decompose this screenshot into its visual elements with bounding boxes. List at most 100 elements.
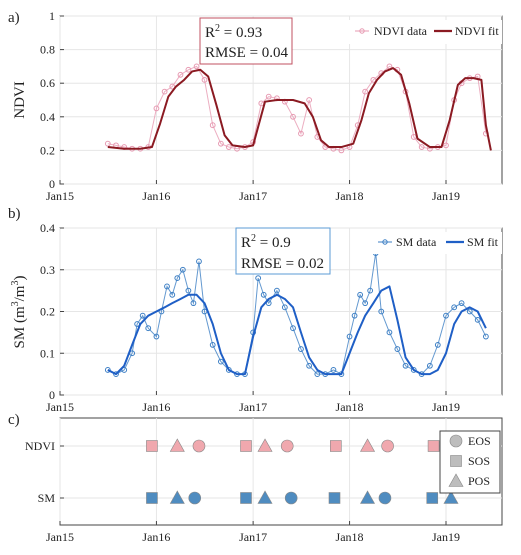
ndvi-square-marker [427,440,440,452]
y-tick-label: 1 [49,9,55,23]
ndvi-r2-sup: 2 [215,23,220,34]
phenology-panel: Jan15 Jan16 Jan17 Jan18 Jan19 NDVI SM EOS SOS PO… [25,417,503,544]
ndvi-data-point [443,142,449,149]
sm-fit-line [107,285,487,376]
sm-rmse: RMSE = 0.02 [241,256,324,272]
sm-legend: SM data SM fit [372,232,502,254]
sm-data-point [290,325,296,332]
sm-data-point [351,312,358,319]
ndvi-data-trace [107,65,487,151]
x-tick-label: Jan15 [46,530,74,544]
x-tick-label: Jan16 [142,189,170,203]
y-tick-label: 0.1 [40,346,55,360]
ndvi-data-point [265,93,272,100]
ndvi-data-point [217,140,224,147]
ndvi-circle-marker [192,439,206,453]
sm-fit-legend-label: SM fit [467,235,499,249]
sm-r2-prefix: R [241,235,251,251]
sm-data-point [113,371,119,378]
ndvi-data-point [418,144,425,150]
sm-triangle-marker [443,490,459,504]
ndvi-legend: NDVI data NDVI fit [348,20,502,44]
svg-text:R2 = 0.93: R2 = 0.93 [205,23,262,41]
legend-label-eos: EOS [468,434,491,448]
y-tick-label: 0.4 [40,110,55,124]
x-tick-label: Jan15 [46,189,74,203]
x-tick-label: Jan18 [336,189,364,203]
ndvi-data-legend-label: NDVI data [374,24,428,38]
ndvi-square-marker [146,440,158,452]
sm-data-point [434,342,441,348]
ndvi-circle-marker [381,439,394,453]
ndvi-data-point [104,140,111,147]
ndvi-panel: Jan15 Jan16 Jan17 Jan18 Jan1900.20.40.60.81 … [12,9,503,203]
sm-data-point [179,266,186,273]
ndvi-circle-marker [280,439,294,453]
sm-data-point [394,346,401,352]
ndvi-data-point [370,76,377,83]
y-tick-label: 0.2 [40,143,55,157]
sm-data-point [346,333,353,340]
legend-label-sos: SOS [468,454,490,468]
y-tick-label: 0.8 [40,43,55,57]
sm-data-point [260,291,267,298]
legend-square-marker [450,455,462,467]
ndvi-data-point [153,105,160,112]
sm-data-point [196,258,202,265]
sm-data-legend-label: SM data [396,235,437,249]
ndvi-r2-value: = 0.93 [220,25,262,41]
sm-data-point [281,304,288,311]
sm-data-point [362,300,369,307]
sm-data-point [451,304,458,311]
y-tick-label: 0.4 [40,221,55,235]
ndvi-triangle-marker [360,438,376,452]
ndvi-triangle-marker [257,438,273,452]
ndvi-data-point [201,76,208,83]
sm-circle-marker [378,491,392,505]
x-tick-label: Jan16 [142,530,170,544]
ndvi-data-point [306,97,313,103]
sm-data-point [306,362,313,369]
ndvi-data-point [185,66,192,73]
sm-square-marker [240,492,252,504]
ndvi-data-point [209,122,216,129]
sm-data-point [169,291,176,298]
sm-data-point [378,308,385,315]
sm-data-point [466,308,473,315]
y-tick-label: 0 [49,177,55,191]
ndvi-fit-legend-label: NDVI fit [455,24,499,38]
sm-data-point [314,371,321,378]
sm-data-point [482,333,489,340]
sm-data-point [139,312,146,319]
sm-data-point [298,346,304,352]
sm-data-point [386,329,393,336]
sm-data-point [121,367,128,373]
y-tick-label: 0 [49,388,55,402]
x-tick-label: Jan18 [336,530,364,544]
ndvi-stats-box: R2 = 0.93 RMSE = 0.04 [199,17,293,65]
sm-circle-marker [188,491,202,505]
sm-data-point [190,300,197,307]
sm-data-point [225,367,232,373]
ndvi-data-point [362,88,369,95]
phenology-legend: EOS SOS POS [439,430,501,494]
sm-triangle-marker [360,490,376,504]
ndvi-data-point [225,144,232,150]
sm-data-point [443,312,449,319]
ndvi-square-marker [240,440,252,452]
sm-circle-marker [284,491,298,505]
sm-data-point [145,325,152,332]
ndvi-data-point [169,83,176,90]
ndvi-rmse: RMSE = 0.04 [205,45,289,61]
sm-square-marker [146,492,158,504]
sm-stats-box: R2 = 0.9 RMSE = 0.02 [235,227,331,275]
sm-data-point [153,333,160,340]
sm-panel: Jan15 Jan16 Jan17 Jan18 Jan19 0 0.1 0.2 0.3 0.4 S… [10,221,503,414]
row-label: NDVI [25,439,55,453]
sm-data-point [330,367,337,373]
ndvi-data-point [290,113,296,120]
sm-data-point [255,275,262,282]
x-tick-label: Jan17 [239,400,267,414]
ndvi-data-point [193,63,200,70]
sm-data-point [367,287,374,294]
